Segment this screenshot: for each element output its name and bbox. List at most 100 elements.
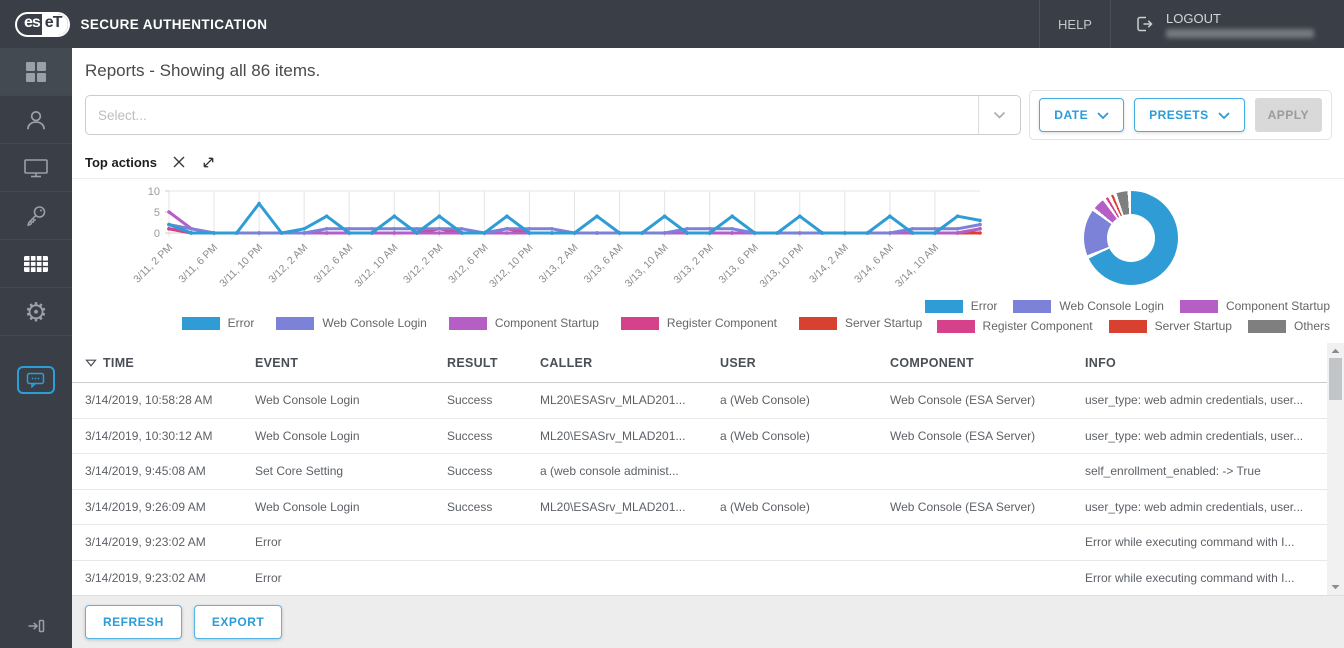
sidebar-item-tokens[interactable] — [0, 192, 72, 240]
table-row[interactable]: 3/14/2019, 9:23:02 AM Error Error while ex… — [72, 525, 1327, 561]
settings-gear-icon: ⚙ — [24, 296, 48, 327]
table-cell: user_type: web admin credentials, user..… — [1085, 393, 1304, 408]
top-bar: es eT SECURE AUTHENTICATION HELP LOGOUT — [0, 0, 1344, 48]
column-header-time[interactable]: TIME — [85, 356, 255, 370]
svg-text:10: 10 — [148, 186, 160, 198]
scroll-up-arrow[interactable] — [1327, 344, 1344, 358]
column-header-event[interactable]: EVENT — [255, 355, 299, 370]
sort-descending-icon — [85, 359, 97, 367]
table-cell: Web Console Login — [255, 499, 360, 514]
column-header-info[interactable]: INFO — [1085, 355, 1117, 370]
help-button[interactable]: HELP — [1039, 0, 1111, 48]
date-button[interactable]: DATE — [1039, 98, 1125, 132]
sidebar-item-users[interactable] — [0, 96, 72, 144]
table-cell: 3/14/2019, 9:45:08 AM — [85, 464, 206, 479]
key-icon — [27, 205, 46, 226]
legend-item[interactable]: Server Startup — [1108, 319, 1232, 333]
select-dropdown-button[interactable] — [978, 96, 1020, 134]
svg-text:0: 0 — [154, 228, 160, 240]
table-footer-bar: REFRESH EXPORT — [72, 595, 1344, 648]
table-cell: Success — [447, 393, 493, 408]
apply-button[interactable]: APPLY — [1254, 98, 1322, 132]
column-header-user[interactable]: USER — [720, 355, 756, 370]
column-header-result[interactable]: RESULT — [447, 355, 498, 370]
table-cell: Success — [447, 428, 493, 443]
expand-widget-button[interactable] — [201, 155, 216, 170]
close-widget-button[interactable] — [172, 155, 186, 169]
table-cell: a (Web Console) — [720, 393, 810, 408]
chevron-down-icon — [1097, 111, 1109, 119]
legend-item[interactable]: Register Component — [936, 319, 1093, 333]
presets-button[interactable]: PRESETS — [1134, 98, 1245, 132]
table-cell: user_type: web admin credentials, user..… — [1085, 428, 1304, 443]
chevron-down-icon — [994, 111, 1006, 119]
legend-item[interactable]: Others — [1247, 319, 1330, 333]
svg-text:3/11, 6 PM: 3/11, 6 PM — [176, 242, 220, 286]
table-cell: 3/14/2019, 9:26:09 AM — [85, 499, 206, 514]
table-cell: ML20\ESASrv_MLAD201... — [540, 499, 686, 514]
chevron-down-icon — [1217, 111, 1230, 119]
table-cell: 3/14/2019, 10:30:12 AM — [85, 428, 213, 443]
username-redacted — [1166, 28, 1314, 38]
table-row[interactable]: 3/14/2019, 10:58:28 AM Web Console Login S… — [72, 383, 1327, 419]
eset-logo-mark: es eT — [15, 11, 71, 37]
table-cell: Success — [447, 499, 493, 514]
svg-text:3/13, 6 AM: 3/13, 6 AM — [582, 242, 626, 286]
sidebar-item-reports[interactable] — [0, 240, 72, 288]
export-button[interactable]: EXPORT — [193, 605, 283, 639]
svg-text:3/13, 6 PM: 3/13, 6 PM — [716, 242, 760, 286]
table-scrollbar[interactable] — [1327, 343, 1344, 595]
sidebar-item-dashboard[interactable] — [0, 48, 72, 96]
svg-text:3/12, 10 PM: 3/12, 10 PM — [487, 242, 536, 291]
svg-text:3/14, 6 AM: 3/14, 6 AM — [852, 242, 896, 286]
table-cell: Set Core Setting — [255, 464, 344, 479]
table-cell: 3/14/2019, 9:23:02 AM — [85, 570, 206, 585]
svg-text:3/13, 10 PM: 3/13, 10 PM — [757, 242, 806, 291]
sidebar-item-computers[interactable] — [0, 144, 72, 192]
column-header-component[interactable]: COMPONENT — [890, 355, 974, 370]
refresh-button[interactable]: REFRESH — [85, 605, 182, 639]
sidebar-item-feedback[interactable] — [0, 366, 72, 394]
legend-item[interactable]: Error — [181, 316, 254, 330]
table-row[interactable]: 3/14/2019, 9:23:02 AM Error Error while ex… — [72, 561, 1327, 596]
legend-item[interactable]: Web Console Login — [276, 316, 427, 330]
legend-item[interactable]: Component Startup — [448, 316, 599, 330]
legend-item[interactable]: Error — [924, 299, 997, 313]
expand-icon — [203, 157, 214, 167]
sidebar-item-settings[interactable]: ⚙ — [0, 288, 72, 336]
legend-item[interactable]: Component Startup — [1179, 299, 1330, 313]
logout-label: LOGOUT — [1166, 10, 1221, 26]
table-row[interactable]: 3/14/2019, 9:26:09 AM Web Console Login Su… — [72, 490, 1327, 525]
logout-icon — [1137, 16, 1153, 32]
scroll-down-arrow[interactable] — [1327, 580, 1344, 594]
table-cell: Web Console (ESA Server) — [890, 393, 1036, 408]
svg-text:3/13, 10 AM: 3/13, 10 AM — [623, 242, 671, 290]
column-header-caller[interactable]: CALLER — [540, 355, 593, 370]
table-cell: Web Console Login — [255, 428, 360, 443]
eset-logo: es eT SECURE AUTHENTICATION — [0, 0, 267, 48]
table-row[interactable]: 3/14/2019, 10:30:12 AM Web Console Login S… — [72, 419, 1327, 454]
table-row[interactable]: 3/14/2019, 9:45:08 AM Set Core Setting Suc… — [72, 454, 1327, 490]
table-cell: Success — [447, 464, 493, 479]
table-cell: self_enrollment_enabled: -> True — [1085, 464, 1261, 479]
table-cell: Error while executing command with I... — [1085, 535, 1295, 550]
svg-text:3/11, 10 PM: 3/11, 10 PM — [217, 242, 265, 290]
svg-text:5: 5 — [154, 207, 160, 219]
sidebar-collapse-button[interactable] — [0, 616, 72, 636]
report-filter-select[interactable]: Select... — [85, 95, 1022, 135]
legend-item[interactable]: Server Startup — [798, 316, 922, 330]
svg-text:3/11, 2 PM: 3/11, 2 PM — [131, 242, 175, 286]
logout-button[interactable]: LOGOUT — [1111, 0, 1344, 48]
table-cell: ML20\ESASrv_MLAD201... — [540, 393, 686, 408]
table-cell: a (Web Console) — [720, 428, 810, 443]
legend-item[interactable]: Register Component — [620, 316, 777, 330]
legend-item[interactable]: Web Console Login — [1013, 299, 1164, 313]
filter-buttons-group: DATE PRESETS APPLY — [1029, 90, 1332, 140]
line-chart: 3/11, 2 PM 3/11, 6 PM3/11, 10 PM 3/12, 2 A… — [131, 186, 982, 291]
chart-widget-header: Top actions — [72, 146, 1344, 178]
table-cell: Web Console Login — [255, 393, 360, 408]
scrollbar-thumb[interactable] — [1329, 358, 1342, 400]
table-cell: Web Console (ESA Server) — [890, 428, 1036, 443]
table-cell: ML20\ESASrv_MLAD201... — [540, 428, 686, 443]
filter-bar: Select... DATE PRESETS APPLY — [72, 90, 1344, 146]
